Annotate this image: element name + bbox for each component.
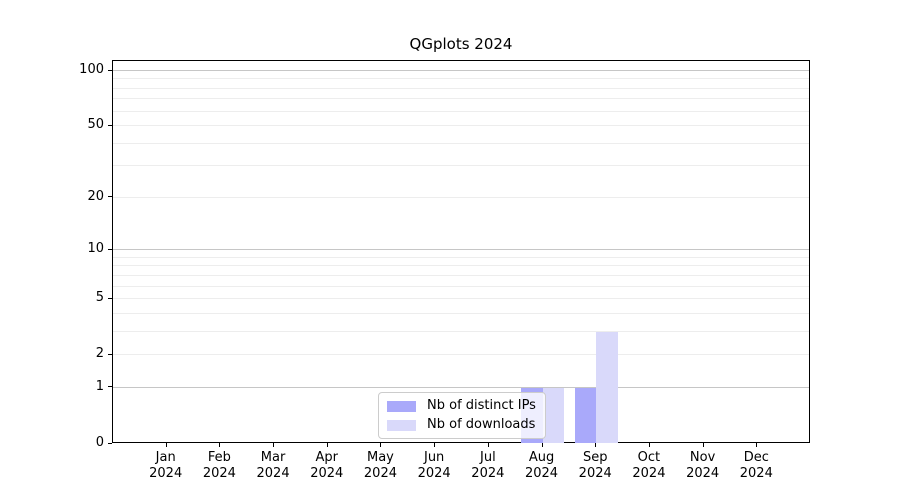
x-tick-label-mar-2024: Mar 2024 bbox=[256, 450, 290, 481]
legend-entry-distinct-ips: Nb of distinct IPs bbox=[387, 399, 536, 413]
gridline-50 bbox=[113, 125, 809, 127]
y-tick-label-1: 1 bbox=[95, 378, 104, 394]
legend-swatch-downloads-icon bbox=[387, 419, 416, 431]
legend-entry-downloads: Nb of downloads bbox=[387, 418, 536, 432]
bar-nb-of-downloads-aug-2024 bbox=[542, 387, 565, 443]
gridline-90 bbox=[113, 78, 809, 80]
y-tick-1 bbox=[108, 386, 112, 388]
x-tick-label-jul-2024: Jul 2024 bbox=[471, 450, 505, 481]
x-tick-label-nov-2024: Nov 2024 bbox=[686, 450, 720, 481]
y-tick-2 bbox=[108, 353, 112, 355]
legend: Nb of distinct IPs Nb of downloads bbox=[378, 392, 546, 439]
x-tick-jul-2024 bbox=[487, 443, 489, 447]
y-tick-label-10: 10 bbox=[87, 241, 104, 257]
x-tick-apr-2024 bbox=[326, 443, 328, 447]
y-tick-100 bbox=[108, 69, 112, 71]
y-tick-label-5: 5 bbox=[95, 290, 104, 306]
gridline-8 bbox=[113, 265, 809, 267]
x-tick-aug-2024 bbox=[541, 443, 543, 447]
x-tick-jun-2024 bbox=[434, 443, 436, 447]
gridline-60 bbox=[113, 110, 809, 112]
gridline-100 bbox=[113, 70, 809, 71]
y-tick-label-20: 20 bbox=[87, 188, 104, 204]
y-tick-5 bbox=[108, 297, 112, 299]
legend-swatch-distinct-ips-icon bbox=[387, 400, 416, 412]
gridline-80 bbox=[113, 87, 809, 89]
gridline-9 bbox=[113, 256, 809, 258]
y-tick-label-2: 2 bbox=[95, 346, 104, 362]
x-tick-dec-2024 bbox=[756, 443, 758, 447]
gridline-2 bbox=[113, 354, 809, 356]
chart-title: QGplots 2024 bbox=[409, 35, 513, 53]
gridline-3 bbox=[113, 330, 809, 332]
y-tick-label-0: 0 bbox=[95, 435, 104, 450]
x-tick-label-may-2024: May 2024 bbox=[363, 450, 397, 481]
bar-nb-of-distinct-ips-sep-2024 bbox=[574, 387, 597, 443]
x-tick-sep-2024 bbox=[595, 443, 597, 447]
x-tick-oct-2024 bbox=[648, 443, 650, 447]
gridline-40 bbox=[113, 142, 809, 144]
y-tick-50 bbox=[108, 124, 112, 126]
bar-nb-of-downloads-sep-2024 bbox=[596, 331, 618, 443]
x-tick-label-sep-2024: Sep 2024 bbox=[578, 450, 612, 481]
x-tick-label-oct-2024: Oct 2024 bbox=[632, 450, 666, 481]
x-tick-label-jan-2024: Jan 2024 bbox=[149, 450, 183, 481]
y-tick-10 bbox=[108, 248, 112, 250]
plot-area: Nb of distinct IPs Nb of downloads bbox=[112, 60, 810, 443]
legend-label-downloads: Nb of downloads bbox=[427, 417, 536, 432]
x-tick-jan-2024 bbox=[165, 443, 167, 447]
y-tick-label-50: 50 bbox=[87, 117, 104, 133]
x-tick-label-dec-2024: Dec 2024 bbox=[739, 450, 773, 481]
x-tick-label-aug-2024: Aug 2024 bbox=[524, 450, 559, 481]
y-tick-label-100: 100 bbox=[79, 62, 104, 77]
x-tick-mar-2024 bbox=[273, 443, 275, 447]
gridline-30 bbox=[113, 165, 809, 167]
gridline-10 bbox=[113, 249, 809, 251]
y-tick-20 bbox=[108, 196, 112, 198]
x-tick-label-jun-2024: Jun 2024 bbox=[417, 450, 451, 481]
legend-label-distinct-ips: Nb of distinct IPs bbox=[427, 398, 536, 413]
x-tick-nov-2024 bbox=[702, 443, 704, 447]
gridline-5 bbox=[113, 298, 809, 300]
x-tick-label-feb-2024: Feb 2024 bbox=[202, 450, 236, 481]
gridline-70 bbox=[113, 98, 809, 100]
gridline-7 bbox=[113, 274, 809, 276]
gridline-6 bbox=[113, 285, 809, 287]
x-tick-may-2024 bbox=[380, 443, 382, 447]
gridline-4 bbox=[113, 312, 809, 314]
y-tick-0 bbox=[108, 442, 112, 444]
x-tick-feb-2024 bbox=[219, 443, 221, 447]
gridline-1 bbox=[113, 386, 809, 388]
gridline-20 bbox=[113, 196, 809, 198]
x-tick-label-apr-2024: Apr 2024 bbox=[310, 450, 344, 481]
